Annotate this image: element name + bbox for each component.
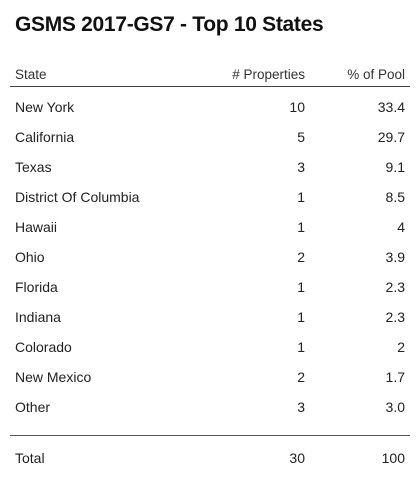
- table-row: Other 3 3.0: [10, 392, 410, 422]
- pool-cell: 2.3: [385, 309, 405, 325]
- pool-cell: 3.0: [385, 399, 405, 415]
- state-cell: Florida: [15, 279, 58, 295]
- pool-cell: 2: [397, 339, 405, 355]
- state-cell: Colorado: [15, 339, 72, 355]
- state-cell: Hawaii: [15, 219, 58, 235]
- pool-cell: 9.1: [385, 159, 405, 175]
- pool-cell: 3.9: [385, 249, 405, 265]
- column-header-properties: # Properties: [232, 67, 305, 82]
- properties-cell: 1: [297, 189, 305, 205]
- table-body: New York 10 33.4 California 5 29.7 Texas…: [10, 87, 410, 422]
- total-label: Total: [15, 450, 45, 466]
- state-cell: Other: [15, 399, 51, 415]
- state-cell: Texas: [15, 159, 52, 175]
- properties-cell: 3: [297, 159, 305, 175]
- table-row: New Mexico 2 1.7: [10, 362, 410, 392]
- pool-cell: 4: [397, 219, 405, 235]
- table-header-row: State # Properties % of Pool: [10, 64, 410, 87]
- pool-cell: 33.4: [377, 99, 405, 115]
- table-row: Florida 1 2.3: [10, 272, 410, 302]
- total-divider: [10, 435, 410, 443]
- properties-cell: 5: [297, 129, 305, 145]
- total-pool: 100: [381, 450, 405, 466]
- table-row: District Of Columbia 1 8.5: [10, 182, 410, 212]
- properties-cell: 2: [297, 369, 305, 385]
- pool-cell: 8.5: [385, 189, 405, 205]
- properties-cell: 2: [297, 249, 305, 265]
- pool-cell: 1.7: [385, 369, 405, 385]
- properties-cell: 1: [297, 339, 305, 355]
- properties-cell: 1: [297, 219, 305, 235]
- chart-title: GSMS 2017-GS7 - Top 10 States: [15, 13, 324, 36]
- table-row: Texas 3 9.1: [10, 152, 410, 182]
- state-cell: Indiana: [15, 309, 61, 325]
- properties-cell: 1: [297, 279, 305, 295]
- total-row: Total 30 100: [10, 443, 410, 473]
- properties-cell: 1: [297, 309, 305, 325]
- state-cell: District Of Columbia: [15, 189, 140, 205]
- table-row: Indiana 1 2.3: [10, 302, 410, 332]
- table-row: New York 10 33.4: [10, 92, 410, 122]
- table-row: Hawaii 1 4: [10, 212, 410, 242]
- properties-cell: 3: [297, 399, 305, 415]
- state-cell: New Mexico: [15, 369, 92, 385]
- properties-cell: 10: [289, 99, 305, 115]
- column-header-pool: % of Pool: [347, 67, 405, 82]
- column-header-state: State: [15, 67, 47, 82]
- state-cell: California: [15, 129, 75, 145]
- table-row: Colorado 1 2: [10, 332, 410, 362]
- total-properties: 30: [289, 450, 305, 466]
- state-cell: New York: [15, 99, 75, 115]
- table-row: California 5 29.7: [10, 122, 410, 152]
- state-cell: Ohio: [15, 249, 45, 265]
- pool-cell: 29.7: [377, 129, 405, 145]
- states-table: State # Properties % of Pool New York 10…: [10, 64, 410, 473]
- table-row: Ohio 2 3.9: [10, 242, 410, 272]
- pool-cell: 2.3: [385, 279, 405, 295]
